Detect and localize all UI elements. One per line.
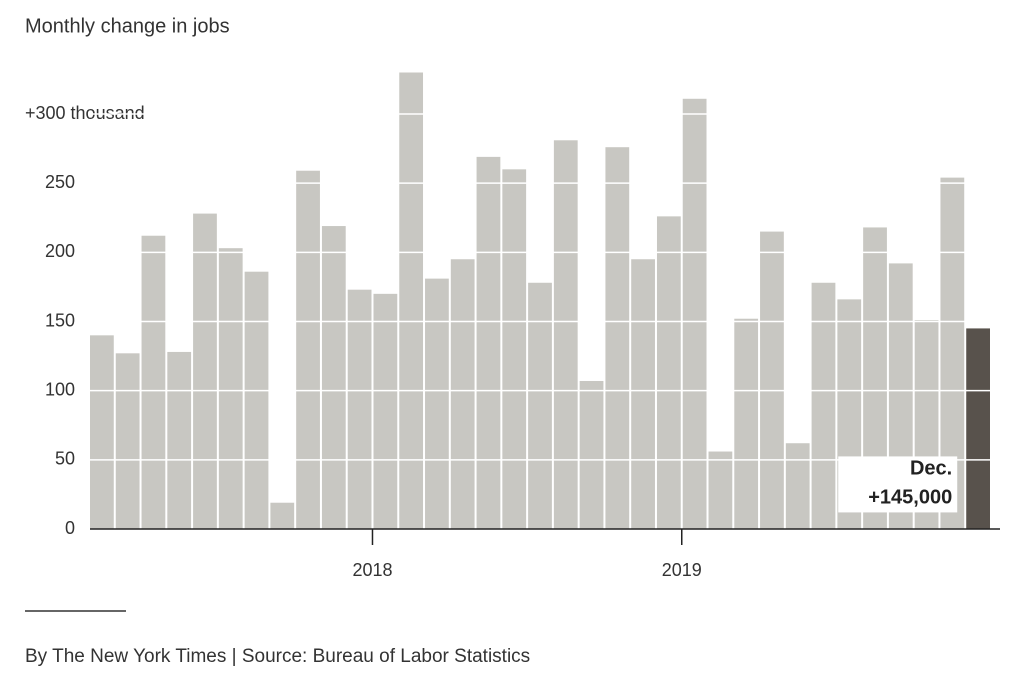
y-tick-label: 150 bbox=[45, 310, 75, 330]
bar bbox=[296, 170, 320, 529]
bar bbox=[579, 380, 604, 529]
bar bbox=[347, 289, 372, 529]
bar bbox=[966, 328, 990, 529]
chart-title: Monthly change in jobs bbox=[25, 15, 230, 37]
value-label: +145,000 bbox=[868, 487, 952, 509]
bar bbox=[425, 278, 449, 529]
x-tick-label: 2018 bbox=[352, 560, 392, 580]
bar bbox=[476, 156, 501, 529]
bar bbox=[760, 231, 784, 530]
bar bbox=[193, 213, 217, 529]
bar bbox=[605, 147, 630, 529]
bar bbox=[502, 169, 527, 530]
bar bbox=[321, 226, 346, 530]
y-tick-label: 200 bbox=[45, 241, 75, 261]
bar bbox=[785, 443, 810, 529]
bar bbox=[631, 259, 655, 529]
bar bbox=[811, 282, 836, 529]
y-tick-label: 0 bbox=[65, 518, 75, 538]
bar bbox=[734, 318, 759, 529]
bar bbox=[270, 502, 295, 529]
source: By The New York Times | Source: Bureau o… bbox=[25, 646, 530, 667]
bar bbox=[682, 98, 707, 530]
bar bbox=[218, 248, 243, 529]
bar bbox=[708, 451, 733, 529]
bar bbox=[244, 271, 269, 529]
bar bbox=[167, 351, 192, 529]
bar bbox=[115, 353, 140, 529]
bar bbox=[450, 259, 475, 529]
y-tick-label: 100 bbox=[45, 379, 75, 399]
bar bbox=[373, 293, 398, 529]
bar bbox=[940, 177, 965, 529]
bar bbox=[863, 227, 887, 529]
bar bbox=[399, 72, 424, 529]
y-tick-label: 50 bbox=[55, 449, 75, 469]
bar bbox=[553, 140, 578, 530]
bar bbox=[528, 282, 552, 529]
x-tick-label: 2019 bbox=[662, 560, 702, 580]
bar bbox=[656, 216, 681, 529]
bar bbox=[90, 335, 114, 529]
bar bbox=[141, 235, 166, 529]
annotation-box bbox=[838, 456, 958, 513]
y-tick-label: +300 thousand bbox=[25, 103, 145, 123]
annotation-title: Dec. bbox=[910, 458, 952, 480]
y-tick-label: 250 bbox=[45, 172, 75, 192]
